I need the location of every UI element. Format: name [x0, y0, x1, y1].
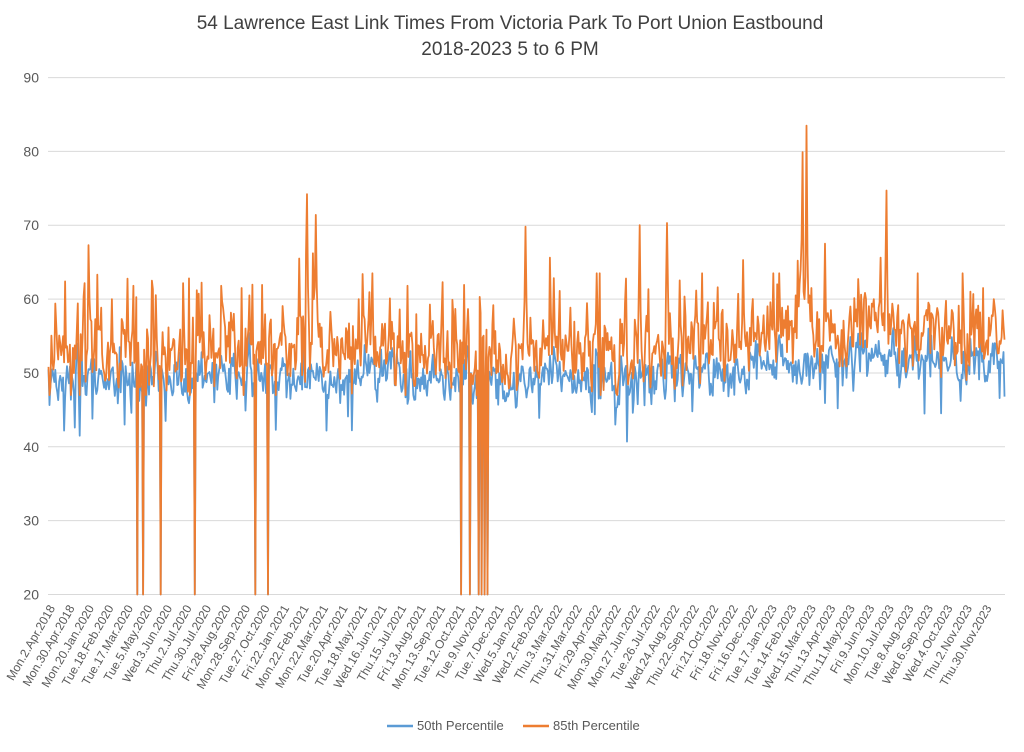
svg-text:60: 60: [23, 291, 39, 307]
svg-text:40: 40: [23, 439, 39, 455]
svg-text:50th Percentile: 50th Percentile: [417, 718, 504, 733]
svg-text:70: 70: [23, 217, 39, 233]
svg-text:85th Percentile: 85th Percentile: [553, 718, 640, 733]
svg-text:30: 30: [23, 513, 39, 529]
svg-text:54 Lawrence East Link Times Fr: 54 Lawrence East Link Times From Victori…: [197, 13, 824, 34]
svg-text:20: 20: [23, 587, 39, 603]
svg-text:90: 90: [23, 70, 39, 86]
svg-text:2018-2023 5 to 6 PM: 2018-2023 5 to 6 PM: [421, 39, 598, 60]
svg-text:50: 50: [23, 365, 39, 381]
svg-text:80: 80: [23, 143, 39, 159]
